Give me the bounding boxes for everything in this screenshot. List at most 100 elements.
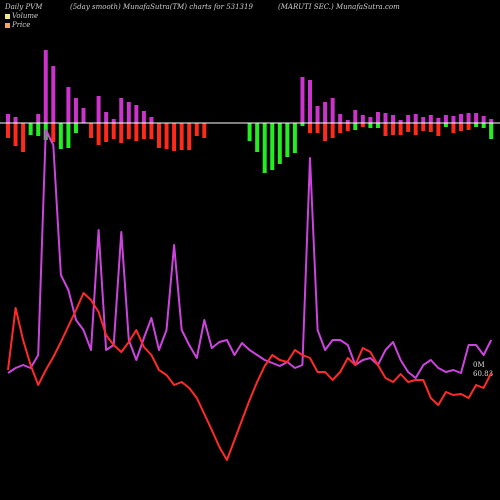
volume-bar-down xyxy=(141,123,146,139)
volume-bar-up xyxy=(406,115,411,123)
end-price-label: 60.83 xyxy=(473,370,494,378)
company-name: (MARUTI SEC.) MunafaSutra.com xyxy=(278,3,400,11)
volume-bar-up xyxy=(315,106,320,123)
volume-bar-green xyxy=(300,123,305,126)
chart-label: Daily PVM xyxy=(5,3,43,11)
volume-bar-green xyxy=(58,123,63,149)
volume-bar-green xyxy=(66,123,71,148)
volume-bar-up xyxy=(481,116,486,123)
volume-bar-up xyxy=(141,111,146,123)
volume-bar-up xyxy=(73,98,78,123)
volume-bar-down xyxy=(436,123,441,136)
volume-bar-down xyxy=(51,123,56,142)
volume-bar-up xyxy=(338,114,343,123)
end-volume-label: 0M xyxy=(473,361,485,369)
volume-bar-down xyxy=(194,123,199,136)
legend-volume-swatch xyxy=(5,13,10,19)
volume-bar-green xyxy=(277,123,282,164)
volume-bar-up xyxy=(383,113,388,123)
volume-bar-down xyxy=(179,123,184,150)
volume-bar-up xyxy=(368,117,373,123)
volume-bar-up xyxy=(436,118,441,123)
legend-price-label: Price xyxy=(12,21,31,29)
volume-bar-green xyxy=(247,123,252,141)
volume-bar-down xyxy=(413,123,418,135)
legend-price-swatch xyxy=(5,22,10,28)
volume-bar-down xyxy=(187,123,192,150)
volume-bar-up xyxy=(345,120,350,123)
volume-bar-down xyxy=(202,123,207,138)
volume-bar-green xyxy=(353,123,358,130)
volume-bar-up xyxy=(459,114,463,123)
volume-bar-down xyxy=(323,123,328,141)
volume-bar-up xyxy=(375,112,380,123)
volume-bar-down xyxy=(111,123,116,139)
volume-bar-up xyxy=(6,114,10,123)
volume-bar-down xyxy=(96,123,101,145)
volume-bar-up xyxy=(81,108,86,123)
volume-bar-up xyxy=(413,114,418,123)
volume-bar-down xyxy=(104,123,109,142)
volume-bar-down xyxy=(466,123,471,130)
volume-bar-up xyxy=(66,87,71,123)
volume-bar-up xyxy=(51,66,56,123)
volume-bar-green xyxy=(474,123,479,127)
volume-bar-green xyxy=(368,123,373,128)
volume-bar-down xyxy=(345,123,350,131)
volume-bar-up xyxy=(466,113,471,123)
volume-bar-up xyxy=(126,102,131,123)
volume-bar-up xyxy=(36,114,41,123)
volume-bar-down xyxy=(119,123,124,143)
volume-bar-down xyxy=(330,123,335,138)
volume-bar-up xyxy=(308,80,312,123)
volume-bar-down xyxy=(13,123,18,146)
volume-bar-down xyxy=(89,123,94,138)
volume-bar-up xyxy=(451,116,456,123)
volume-bar-up xyxy=(149,117,154,123)
volume-bar-green xyxy=(255,123,260,152)
volume-line xyxy=(7,129,493,379)
volume-bar-down xyxy=(383,123,388,136)
volume-bar-down xyxy=(308,123,312,133)
volume-bar-green xyxy=(28,123,33,135)
volume-bar-down xyxy=(6,123,10,138)
volume-bar-down xyxy=(172,123,177,151)
volume-bar-green xyxy=(489,123,494,139)
volume-bar-up xyxy=(421,117,426,123)
volume-bar-up xyxy=(323,102,328,123)
volume-bar-up xyxy=(443,115,448,123)
volume-bar-up xyxy=(360,115,365,123)
volume-bar-green xyxy=(443,123,448,127)
volume-bar-down xyxy=(428,123,433,132)
volume-bar-down xyxy=(421,123,426,131)
price-line xyxy=(7,292,493,461)
volume-bar-up xyxy=(398,120,403,123)
volume-bar-down xyxy=(315,123,320,133)
volume-bar-green xyxy=(375,123,380,128)
volume-bar-down xyxy=(391,123,396,135)
volume-bar-up xyxy=(353,110,358,123)
volume-bar-up xyxy=(428,115,433,123)
volume-bar-down xyxy=(459,123,463,131)
volume-bar-up xyxy=(104,112,109,123)
volume-bar-up xyxy=(111,119,116,123)
volume-bar-up xyxy=(300,77,305,123)
volume-bar-green xyxy=(292,123,297,153)
volume-bar-green xyxy=(481,123,486,128)
volume-bar-up xyxy=(13,117,18,123)
volume-bar-down xyxy=(134,123,139,141)
volume-bar-up xyxy=(119,98,124,123)
volume-bar-up xyxy=(391,115,396,123)
volume-bar-up xyxy=(134,105,139,123)
volume-bar-up xyxy=(96,96,101,123)
volume-bar-green xyxy=(285,123,290,157)
volume-bar-down xyxy=(406,123,411,132)
chart-subtitle: (5day smooth) MunafaSutra(TM) charts for… xyxy=(70,3,253,11)
legend-volume-label: Volume xyxy=(12,12,39,20)
volume-bar-up xyxy=(489,119,494,123)
volume-bar-down xyxy=(21,123,26,152)
volume-bar-down xyxy=(398,123,403,135)
volume-bar-down xyxy=(126,123,131,139)
volume-bar-green xyxy=(262,123,267,173)
